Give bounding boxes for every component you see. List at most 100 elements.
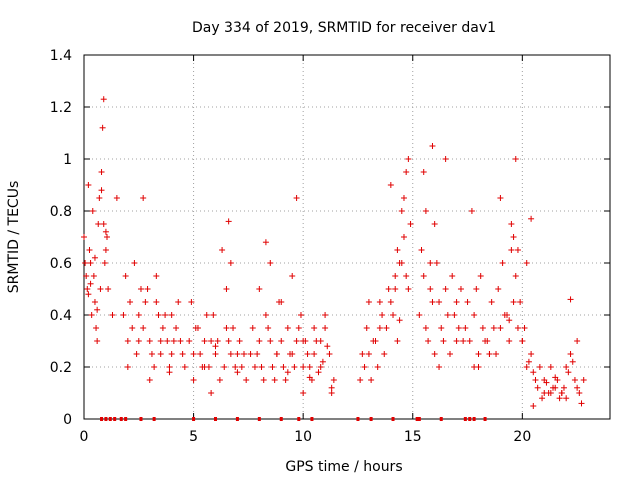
data-point — [153, 273, 160, 279]
data-point — [547, 390, 554, 396]
data-point — [462, 325, 469, 331]
data-point — [416, 312, 423, 318]
data-point — [536, 364, 543, 370]
data-point — [322, 325, 329, 331]
data-point — [100, 221, 107, 227]
data-point — [563, 364, 570, 370]
zero-value-marker — [369, 417, 373, 421]
data-point — [319, 358, 326, 365]
zero-value-marker — [472, 417, 476, 421]
data-point — [190, 377, 197, 383]
data-point — [506, 338, 513, 344]
zero-value-marker — [415, 417, 419, 421]
data-point — [82, 260, 89, 266]
data-point — [203, 312, 210, 318]
data-point — [221, 364, 228, 370]
data-point — [517, 299, 524, 305]
data-point — [208, 390, 215, 396]
data-point — [104, 234, 111, 240]
data-point — [514, 247, 521, 253]
zero-value-marker — [483, 417, 487, 421]
data-point — [317, 364, 324, 370]
data-point — [514, 325, 521, 331]
data-point — [405, 286, 412, 292]
zero-value-marker — [468, 417, 472, 421]
data-point — [291, 364, 298, 370]
data-point — [120, 312, 127, 318]
data-point — [102, 247, 109, 253]
data-point — [179, 351, 186, 357]
data-point — [251, 364, 258, 370]
data-point — [374, 364, 381, 370]
data-point — [543, 379, 550, 386]
data-point — [440, 338, 447, 344]
data-point — [523, 260, 530, 266]
zero-value-marker — [439, 417, 443, 421]
data-point — [429, 299, 436, 305]
data-point — [508, 247, 515, 253]
data-point — [359, 351, 366, 357]
data-point — [91, 299, 98, 305]
data-point — [475, 351, 482, 357]
data-point — [429, 143, 436, 149]
zero-value-marker — [356, 417, 360, 421]
data-point — [451, 312, 458, 318]
data-point — [256, 338, 263, 344]
data-point — [85, 182, 92, 188]
data-point — [464, 299, 471, 305]
data-point — [100, 96, 107, 103]
data-point — [311, 351, 318, 357]
data-point — [284, 369, 291, 376]
data-point — [168, 312, 175, 318]
data-point — [96, 195, 103, 201]
data-point — [552, 384, 559, 391]
y-tick-label: 0.6 — [50, 256, 72, 272]
data-point — [162, 312, 169, 318]
data-point — [466, 338, 473, 344]
data-point — [508, 221, 515, 227]
data-point — [385, 286, 392, 292]
data-point — [326, 351, 333, 357]
data-point — [219, 247, 226, 253]
data-point — [212, 343, 219, 350]
data-point — [214, 338, 221, 344]
data-point — [396, 317, 403, 324]
data-point — [436, 364, 443, 370]
data-point — [144, 286, 151, 292]
x-tick-label: 20 — [513, 429, 531, 445]
zero-value-marker — [214, 417, 217, 421]
data-point — [262, 312, 269, 318]
data-point — [361, 364, 368, 370]
data-point — [278, 299, 285, 305]
data-point — [254, 351, 261, 357]
data-point — [153, 299, 160, 305]
data-point — [387, 299, 394, 305]
data-point — [236, 338, 243, 344]
zero-value-marker — [108, 417, 112, 421]
data-point — [234, 369, 241, 376]
data-point — [269, 364, 276, 370]
data-point — [523, 364, 530, 370]
zero-value-marker — [152, 417, 156, 421]
data-point — [97, 286, 104, 292]
data-point — [227, 351, 234, 357]
zero-value-marker — [104, 417, 108, 421]
data-point — [420, 169, 427, 175]
plot-frame — [83, 54, 611, 420]
data-point — [565, 369, 572, 376]
data-point — [177, 338, 184, 344]
data-point — [105, 286, 112, 292]
data-point — [148, 351, 155, 357]
data-point — [122, 273, 129, 279]
y-tick-label: 1.2 — [50, 100, 72, 116]
data-point — [571, 377, 578, 383]
data-point — [175, 299, 182, 305]
data-point — [431, 351, 438, 357]
data-point — [431, 221, 438, 227]
data-point — [422, 325, 429, 331]
zero-value-marker — [139, 417, 143, 421]
data-point — [223, 325, 230, 331]
data-point — [376, 299, 383, 305]
data-point — [497, 195, 504, 201]
data-point — [552, 374, 559, 381]
